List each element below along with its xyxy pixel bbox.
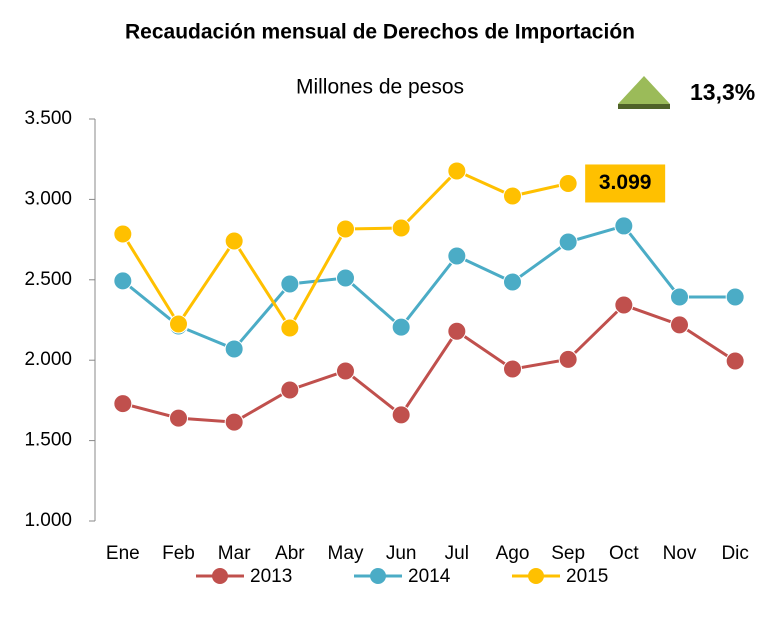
marker — [558, 349, 578, 369]
marker — [336, 361, 355, 381]
marker — [725, 287, 745, 307]
x-tick-label: Nov — [663, 543, 697, 564]
x-tick-label: Dic — [721, 543, 748, 564]
x-tick-label: Jul — [445, 543, 469, 564]
marker — [169, 314, 188, 334]
marker — [336, 268, 355, 288]
y-tick-label: 2.000 — [24, 349, 72, 370]
x-tick-label: Sep — [551, 543, 585, 564]
marker — [280, 274, 300, 294]
marker — [113, 271, 133, 291]
marker — [447, 246, 467, 266]
x-tick-label: Mar — [218, 543, 251, 564]
marker — [280, 380, 300, 400]
marker — [447, 321, 467, 341]
y-tick-label: 3.000 — [24, 188, 72, 209]
series-line — [121, 169, 569, 331]
series-line — [122, 303, 736, 424]
legend-label: 2013 — [250, 566, 292, 587]
legend-label: 2015 — [566, 566, 608, 587]
marker — [558, 232, 578, 252]
marker — [503, 359, 522, 379]
marker — [447, 161, 467, 181]
marker — [113, 394, 133, 414]
marker — [614, 216, 634, 236]
x-tick-label: Ago — [496, 543, 530, 564]
x-tick-label: Feb — [162, 543, 195, 564]
y-tick-label: 1.500 — [24, 430, 72, 451]
marker — [670, 287, 689, 307]
marker — [169, 408, 188, 428]
chart-title: Recaudación mensual de Derechos de Impor… — [125, 21, 635, 44]
marker — [224, 339, 244, 359]
legend-marker — [370, 568, 386, 584]
marker — [614, 295, 634, 315]
x-tick-label: May — [328, 543, 364, 564]
marker — [391, 218, 411, 238]
chart-subtitle: Millones de pesos — [296, 76, 464, 99]
marker — [503, 272, 522, 292]
marker — [391, 317, 411, 337]
y-tick-label: 3.500 — [24, 108, 72, 129]
legend-marker — [528, 568, 544, 584]
value-label-box — [585, 164, 666, 203]
legend-marker — [212, 568, 228, 584]
y-tick-label: 1.000 — [24, 510, 72, 531]
marker — [113, 224, 133, 244]
marker — [336, 219, 355, 239]
x-tick-label: Jun — [386, 543, 417, 564]
legend-label: 2014 — [408, 566, 451, 587]
x-tick-label: Ene — [106, 543, 140, 564]
value-label: 3.099 — [599, 171, 652, 194]
annotation: 13,3% — [690, 79, 755, 105]
marker — [558, 173, 578, 193]
x-tick-label: Abr — [275, 543, 305, 564]
y-tick-label: 2.500 — [24, 269, 72, 290]
marker — [391, 405, 411, 425]
series-line — [121, 224, 736, 351]
marker — [280, 318, 300, 338]
marker — [224, 412, 244, 432]
up-triangle — [618, 76, 670, 104]
marker — [725, 351, 745, 371]
x-tick-label: Oct — [609, 543, 639, 564]
marker — [224, 231, 244, 251]
triangle-base — [618, 104, 670, 109]
marker — [670, 315, 689, 335]
marker — [503, 186, 522, 206]
